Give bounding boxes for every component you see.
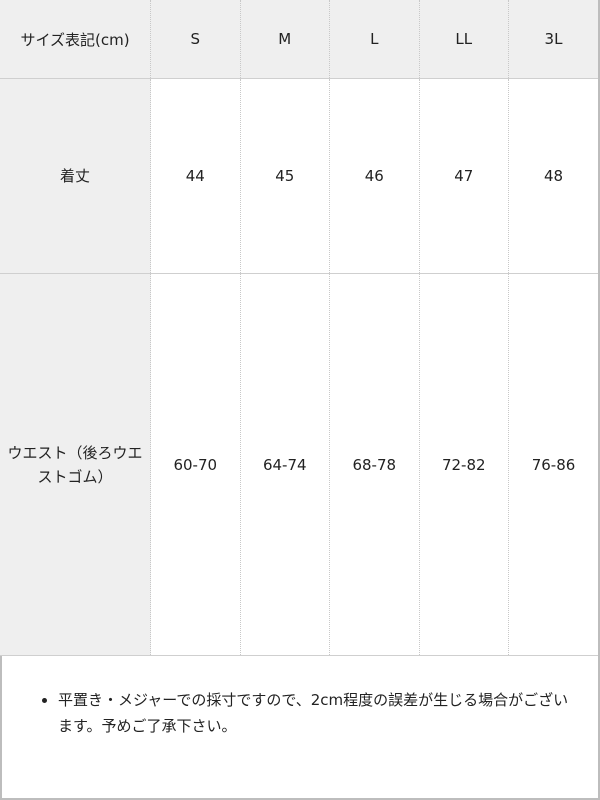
note-item: 平置き・メジャーでの採寸ですので、2cm程度の誤差が生じる場合がございます。予め… (58, 687, 570, 739)
table-cell: 76-86 (508, 273, 598, 656)
size-table: サイズ表記(cm) S M L LL 3L 着丈 44 45 46 47 48 … (0, 0, 598, 656)
row-label: 着丈 (0, 78, 151, 274)
table-header-row: サイズ表記(cm) S M L LL 3L (0, 0, 598, 79)
header-cell: サイズ表記(cm) (0, 0, 151, 79)
table-cell: 60-70 (150, 273, 240, 656)
table-row: ウエスト（後ろウエストゴム） 60-70 64-74 68-78 72-82 7… (0, 273, 598, 656)
header-cell: L (329, 0, 419, 79)
header-cell: LL (418, 0, 509, 79)
header-cell: M (239, 0, 330, 79)
table-cell: 47 (418, 78, 509, 274)
header-cell: 3L (508, 0, 598, 79)
header-cell: S (150, 0, 240, 79)
row-label: ウエスト（後ろウエストゴム） (0, 273, 151, 656)
table-row: 着丈 44 45 46 47 48 (0, 78, 598, 274)
table-cell: 46 (329, 78, 419, 274)
table-cell: 72-82 (418, 273, 509, 656)
measurement-note: 平置き・メジャーでの採寸ですので、2cm程度の誤差が生じる場合がございます。予め… (40, 687, 570, 739)
table-cell: 44 (150, 78, 240, 274)
table-cell: 45 (239, 78, 330, 274)
table-cell: 68-78 (329, 273, 419, 656)
table-cell: 64-74 (239, 273, 330, 656)
table-cell: 48 (508, 78, 598, 274)
